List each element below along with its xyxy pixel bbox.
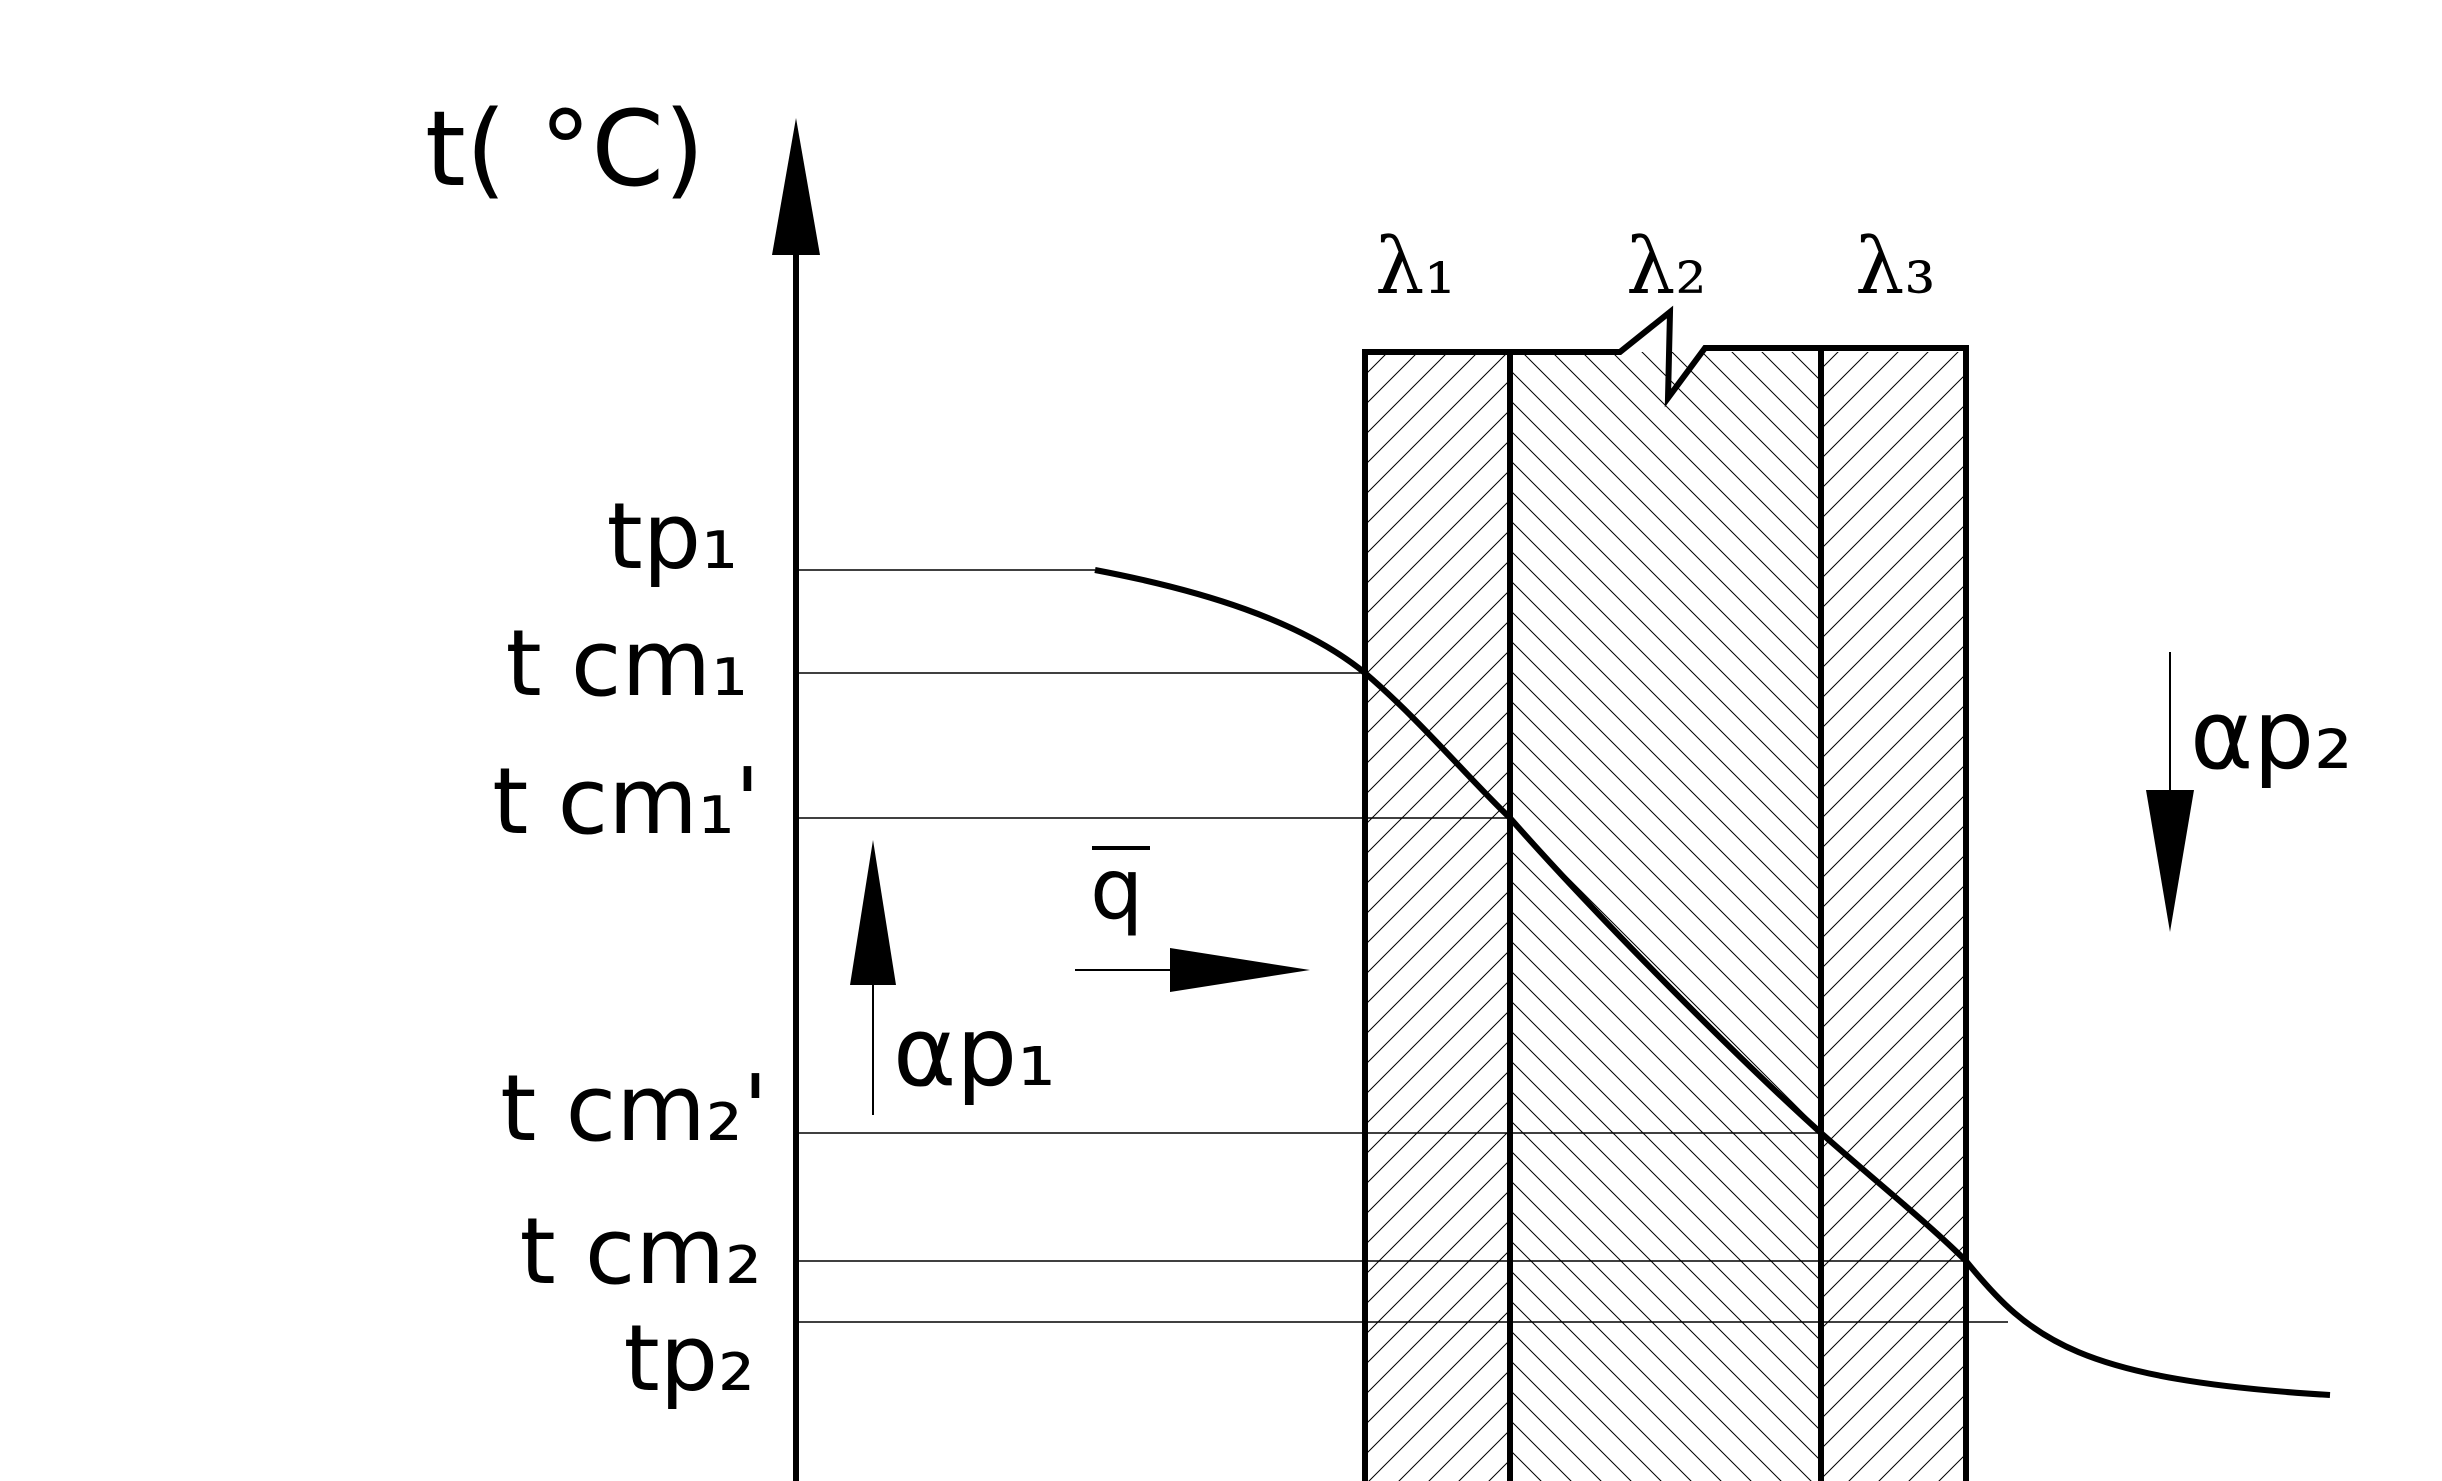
layer3-fill — [1821, 352, 1966, 1481]
axis-label: t( °C) — [425, 88, 705, 210]
layer1-fill — [1365, 352, 1510, 1481]
outer-convection: αp₂ — [2146, 652, 2353, 932]
layer3-label: λ₃ — [1855, 222, 1936, 312]
tcm1p-label: t cm₁' — [492, 748, 760, 855]
tp1-label: tp₁ — [607, 483, 738, 590]
layer2-fill — [1510, 352, 1821, 1481]
axis-arrowhead — [772, 118, 820, 255]
temperature-labels: tp₁ t cm₁ t cm₁' t cm₂' t cm₂ tp₂ — [492, 483, 768, 1412]
tcm1-label: t cm₁ — [506, 610, 748, 717]
tp2-label: tp₂ — [624, 1305, 755, 1412]
temperature-profile-curve — [1094, 567, 2331, 1398]
outer-convection-label: αp₂ — [2190, 679, 2353, 791]
tcm2p-label: t cm₂' — [500, 1055, 768, 1162]
inner-convection: αp₁ — [850, 840, 1056, 1115]
wall-layers: λ₁ λ₂ λ₃ — [1362, 222, 1969, 1481]
wall-outline — [1362, 305, 1969, 1481]
layer2-label: λ₂ — [1626, 222, 1707, 312]
inner-convection-arrowhead — [850, 840, 896, 985]
temperature-reference-lines — [796, 569, 2008, 1323]
layer1-label: λ₁ — [1375, 222, 1456, 312]
heat-flux: q — [1075, 840, 1310, 992]
outer-convection-arrowhead — [2146, 790, 2194, 932]
tcm2-label: t cm₂ — [520, 1198, 762, 1305]
temperature-axis: t( °C) — [425, 88, 820, 1481]
heat-flux-label: q — [1090, 840, 1143, 938]
inner-convection-label: αp₁ — [893, 996, 1056, 1108]
heat-flux-arrowhead — [1170, 948, 1310, 992]
